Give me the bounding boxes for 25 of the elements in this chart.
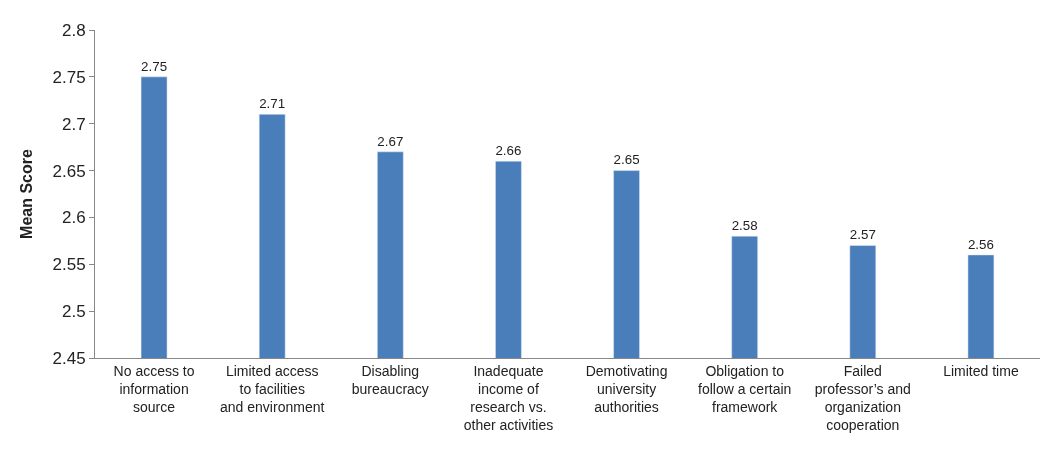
y-tick-label: 2.55 [52, 255, 86, 275]
x-tick-label: Limited time [943, 362, 1019, 379]
y-tick-label: 2.45 [52, 348, 86, 368]
x-tick-label: Failed professor’s and organization cooperation [814, 362, 911, 434]
data-label: 2.71 [259, 96, 286, 112]
y-tick-label: 2.7 [61, 114, 86, 134]
y-tick-label: 2.6 [61, 208, 86, 228]
y-axis-title: Mean Score [18, 148, 36, 239]
data-label: 2.65 [613, 152, 640, 168]
x-tick-label: Limited access to facilities and environment [220, 362, 325, 416]
x-tick-label: No access to information source [113, 362, 195, 416]
x-tick-label: Demotivating university authorities [585, 362, 668, 416]
y-tick-label: 2.65 [52, 161, 86, 181]
x-tick-label: Disabling bureaucracy [351, 362, 429, 397]
x-tick-label: Inadequate income of research vs. other activities [463, 362, 554, 434]
data-label: 2.56 [967, 236, 994, 252]
data-label: 2.75 [141, 58, 168, 74]
data-label: 2.66 [495, 143, 522, 159]
y-tick-label: 2.8 [61, 20, 86, 40]
y-tick-label: 2.5 [61, 302, 86, 322]
data-label: 2.67 [377, 133, 404, 149]
data-label: 2.58 [731, 218, 758, 234]
x-tick-label: Obligation to follow a certain framework [697, 362, 792, 416]
data-label: 2.57 [849, 227, 876, 243]
y-tick-label: 2.75 [52, 67, 86, 87]
